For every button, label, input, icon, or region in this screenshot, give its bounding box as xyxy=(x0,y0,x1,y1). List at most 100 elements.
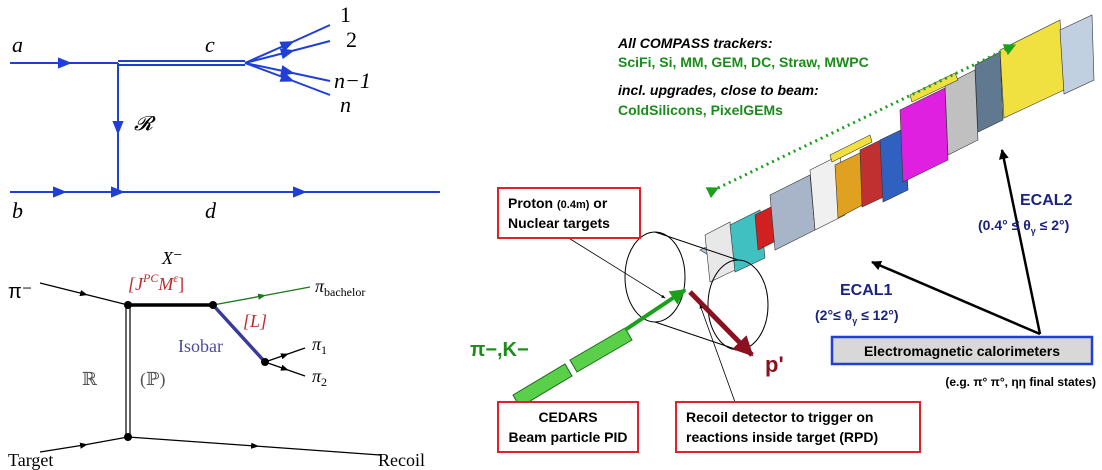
qn: [J xyxy=(128,274,144,294)
label-c: c xyxy=(205,32,215,57)
label-a: a xyxy=(12,32,23,57)
pointers xyxy=(566,149,1042,403)
module xyxy=(1059,14,1095,95)
qn: ] xyxy=(178,274,184,294)
module xyxy=(899,87,949,183)
label-resonance: X⁻ xyxy=(161,248,183,268)
beam-segment xyxy=(569,327,633,373)
sub: bachelor xyxy=(324,285,365,299)
recoil-line xyxy=(127,436,381,456)
bachelor-line xyxy=(212,286,311,306)
label-b: b xyxy=(12,198,23,223)
pointer xyxy=(871,260,1041,336)
ecal1-name: ECAL1 xyxy=(840,282,893,299)
vertex xyxy=(124,301,132,309)
rpd-line: Recoil detector to trigger on xyxy=(686,409,873,425)
text: ≤ 2°) xyxy=(1036,217,1070,233)
detector-labels: All COMPASS trackers: SciFi, Si, MM, GEM… xyxy=(470,35,1096,453)
label-angular: [L] xyxy=(243,311,267,331)
label-out: n−1 xyxy=(334,68,371,93)
target-box xyxy=(497,187,641,239)
ecal1-range: (2°≤ θγ ≤ 12°) xyxy=(815,307,899,326)
feynman-top-labels: a c b d 𝓡 1 2 n−1 n xyxy=(12,2,371,223)
recoil-proton: p' xyxy=(765,352,784,377)
label-target: Target xyxy=(8,450,53,470)
feynman-bottom xyxy=(39,282,381,456)
pointer xyxy=(998,149,1042,335)
out-1 xyxy=(244,24,331,64)
label-isobar: Isobar xyxy=(178,336,223,356)
target-end xyxy=(707,259,769,351)
qn: PC xyxy=(142,271,159,285)
feynman-bottom-labels: π⁻ X⁻ [JPCMε] πbachelor [L] Isobar π1 π2… xyxy=(8,248,425,470)
out-2 xyxy=(244,40,331,64)
target-edge xyxy=(654,231,739,261)
cedars-line: CEDARS xyxy=(538,409,597,425)
target-box-line: Proton (0.4m) or xyxy=(508,195,608,211)
upgrades-heading: incl. upgrades, close to beam: xyxy=(618,82,819,98)
label-recoil: Recoil xyxy=(378,450,425,470)
ecal2-name: ECAL2 xyxy=(1020,192,1073,209)
label-pomeron: (ℙ) xyxy=(140,369,166,390)
text: (0.4m) xyxy=(557,199,590,211)
vertex xyxy=(209,301,217,309)
text: ≤ 12°) xyxy=(857,307,898,323)
qn: M xyxy=(157,274,174,294)
isobar-line xyxy=(211,303,267,364)
text: γ xyxy=(1031,226,1036,236)
text: (2°≤ θ xyxy=(815,307,852,323)
beam-line xyxy=(39,282,129,306)
label-out: 2 xyxy=(346,27,357,52)
text: Proton xyxy=(508,195,557,211)
label-out: 1 xyxy=(340,2,351,27)
cedars-box xyxy=(497,401,639,453)
label-quantum-numbers: [JPCMε] xyxy=(128,271,184,294)
module xyxy=(999,19,1065,119)
out-n xyxy=(244,62,331,96)
beam-label: π−,K− xyxy=(470,339,529,361)
vertex xyxy=(261,358,269,366)
label-bachelor: πbachelor xyxy=(315,276,365,299)
target xyxy=(624,231,769,351)
beam xyxy=(512,327,633,408)
pi2-line xyxy=(264,361,306,377)
sub: 2 xyxy=(321,375,327,389)
label-pi2: π2 xyxy=(312,366,327,389)
pi1-line xyxy=(264,347,306,363)
feynman-top xyxy=(10,24,440,198)
text: (0.4° xyxy=(978,217,1012,233)
rpd-line: reactions inside target (RPD) xyxy=(686,429,878,445)
calorimeters: Electromagnetic calorimeters xyxy=(864,343,1060,359)
label-pi1: π1 xyxy=(312,334,327,357)
pi: π xyxy=(315,276,325,296)
rpd-box xyxy=(675,401,921,453)
module xyxy=(769,174,816,251)
module xyxy=(974,51,1004,133)
label-d: d xyxy=(205,198,217,223)
pointer xyxy=(566,236,666,299)
sub: 1 xyxy=(321,343,327,357)
beam-arrow xyxy=(623,288,687,332)
calorimeter-box xyxy=(830,335,1094,366)
pointer xyxy=(699,304,736,403)
tracker-span-arrow xyxy=(705,43,1017,199)
pi: π xyxy=(312,366,322,386)
final-states: (e.g. π° π°, ηη final states) xyxy=(945,375,1096,389)
label-exchange: 𝓡 xyxy=(134,113,156,135)
text: or xyxy=(589,195,607,211)
recoil-arrow xyxy=(688,290,754,357)
ecal2-range: (0.4° ≤ θγ ≤ 2°) xyxy=(978,217,1069,236)
beam-segment xyxy=(512,363,573,408)
text: γ xyxy=(852,316,857,326)
label-beam: π⁻ xyxy=(8,281,32,303)
upgrades: ColdSilicons, PixelGEMs xyxy=(618,102,783,118)
vertex xyxy=(124,433,132,441)
text: ≤ θ xyxy=(1012,217,1031,233)
label-out: n xyxy=(340,92,351,117)
cedars-line: Beam particle PID xyxy=(508,429,627,445)
label-reggeon: ℝ xyxy=(82,369,98,389)
target-line xyxy=(39,436,129,453)
target-box-line: Nuclear targets xyxy=(508,215,610,231)
trackers-heading: All COMPASS trackers: xyxy=(617,35,773,51)
